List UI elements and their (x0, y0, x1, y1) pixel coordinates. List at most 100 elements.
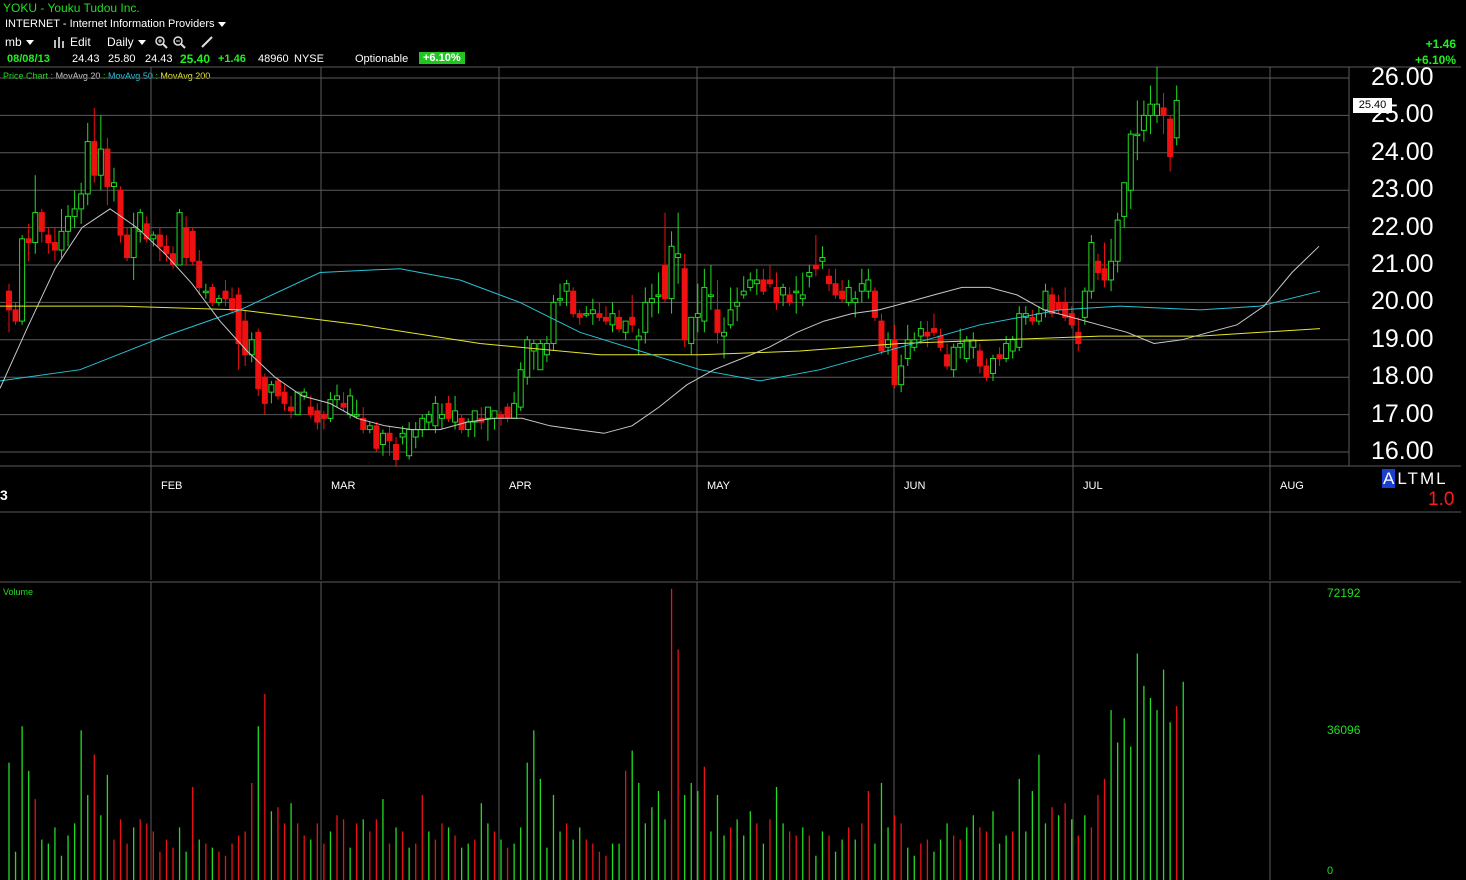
zoom-in-icon (155, 36, 168, 49)
candle-body (71, 208, 78, 217)
candle-body (1042, 290, 1049, 311)
candle-body (662, 264, 668, 300)
candle-body (517, 369, 524, 408)
candle-body (268, 384, 275, 393)
candle-body (399, 432, 406, 438)
scale-button-t[interactable]: T (1407, 469, 1420, 488)
volume-axis-max: 72192 (1327, 586, 1361, 600)
candle-body (6, 290, 12, 311)
quote-low: 24.43 (145, 53, 173, 65)
edit-label: Edit (70, 35, 91, 49)
candle-body (242, 320, 249, 356)
period-label: Daily (107, 35, 134, 49)
layout-dropdown[interactable]: mb (5, 35, 34, 49)
candle-body (1068, 313, 1075, 326)
volume-axis-mid: 36096 (1327, 723, 1361, 737)
sector-label: INTERNET - Internet Information Provider… (5, 18, 215, 30)
candle-body (747, 279, 754, 288)
price-tick-label: 17.00 (1371, 399, 1434, 428)
candle-body (25, 238, 32, 244)
candle-body (32, 212, 39, 244)
candle-body (452, 410, 459, 423)
legend-ma20[interactable]: MovAvg 20 (55, 71, 101, 81)
candle-body (799, 294, 806, 300)
candle-body (1154, 103, 1160, 116)
ma20-line (0, 208, 1320, 434)
candle-body (1160, 107, 1167, 116)
indicator-legend: Price Chart : MovAvg 20 : MovAvg 50 : Mo… (3, 71, 210, 81)
candle-body (379, 432, 386, 446)
layout-label: mb (5, 35, 22, 49)
scale-button-a[interactable]: A (1382, 469, 1396, 488)
bar-chart-icon (54, 37, 64, 48)
candle-body (1009, 339, 1016, 352)
price-tick-label: 23.00 (1371, 175, 1434, 204)
candle-body (1147, 103, 1154, 116)
candle-body (721, 331, 728, 337)
candle-body (780, 286, 787, 296)
candle-body (19, 238, 26, 322)
candle-body (996, 354, 1003, 360)
candle-body (58, 230, 65, 251)
candle-body (1101, 268, 1108, 281)
candle-body (255, 331, 262, 389)
zoom-in-button[interactable] (154, 35, 168, 49)
legend-ma50[interactable]: MovAvg 50 (107, 71, 153, 81)
candle-body (557, 298, 564, 301)
candle-body (1055, 301, 1062, 311)
price-tick-label: 24.00 (1371, 137, 1434, 166)
candle-body (642, 301, 649, 333)
quote-exchange: NYSE (294, 53, 324, 65)
candle-body (891, 339, 898, 386)
candle-body (491, 410, 498, 419)
candle-body (353, 414, 360, 417)
candle-body (694, 313, 701, 318)
scale-button-m[interactable]: M (1419, 469, 1437, 488)
candle-body (65, 215, 72, 232)
candle-body (734, 301, 741, 307)
zoom-out-button[interactable] (172, 35, 186, 49)
candle-body (222, 290, 229, 300)
candle-body (1049, 294, 1056, 315)
scale-button-log[interactable]: L (1436, 469, 1448, 488)
draw-tool-button[interactable] (200, 35, 214, 49)
candle-body (550, 301, 557, 345)
candle-body (970, 339, 977, 348)
legend-price-chart[interactable]: Price Chart (3, 71, 49, 81)
candle-body (209, 286, 216, 303)
legend-ma200[interactable]: MovAvg 200 (160, 71, 211, 81)
candle-body (202, 290, 209, 294)
candle-body (865, 279, 872, 292)
candle-body (124, 234, 131, 259)
sector-selector[interactable]: INTERNET - Internet Information Provider… (5, 18, 227, 30)
candle-body (432, 402, 439, 427)
candle-body (688, 316, 695, 345)
candle-body (465, 421, 472, 431)
candle-body (701, 286, 708, 322)
candle-body (1140, 114, 1147, 131)
candle-body (596, 313, 603, 318)
period-dropdown[interactable]: Daily (107, 35, 146, 49)
candle-body (609, 313, 616, 326)
candle-body (1016, 313, 1023, 348)
candle-body (412, 429, 419, 438)
candle-body (839, 290, 846, 300)
candle-body (917, 328, 924, 337)
candle-body (176, 212, 183, 266)
candle-body (163, 245, 170, 255)
price-tick-label: 20.00 (1371, 287, 1434, 316)
candle-body (366, 425, 373, 431)
optionable-label: Optionable (355, 53, 409, 65)
pencil-icon (201, 36, 213, 48)
candle-body (904, 339, 911, 359)
ma50-line (0, 268, 1321, 382)
quote-high: 25.80 (108, 53, 136, 65)
candle-body (373, 425, 380, 449)
candle-body (537, 343, 544, 371)
edit-button[interactable]: Edit (53, 35, 91, 49)
candle-body (51, 242, 58, 251)
scale-button-l[interactable]: L (1397, 469, 1408, 488)
price-tick-label: 26.00 (1371, 63, 1434, 91)
candle-body (438, 414, 445, 419)
